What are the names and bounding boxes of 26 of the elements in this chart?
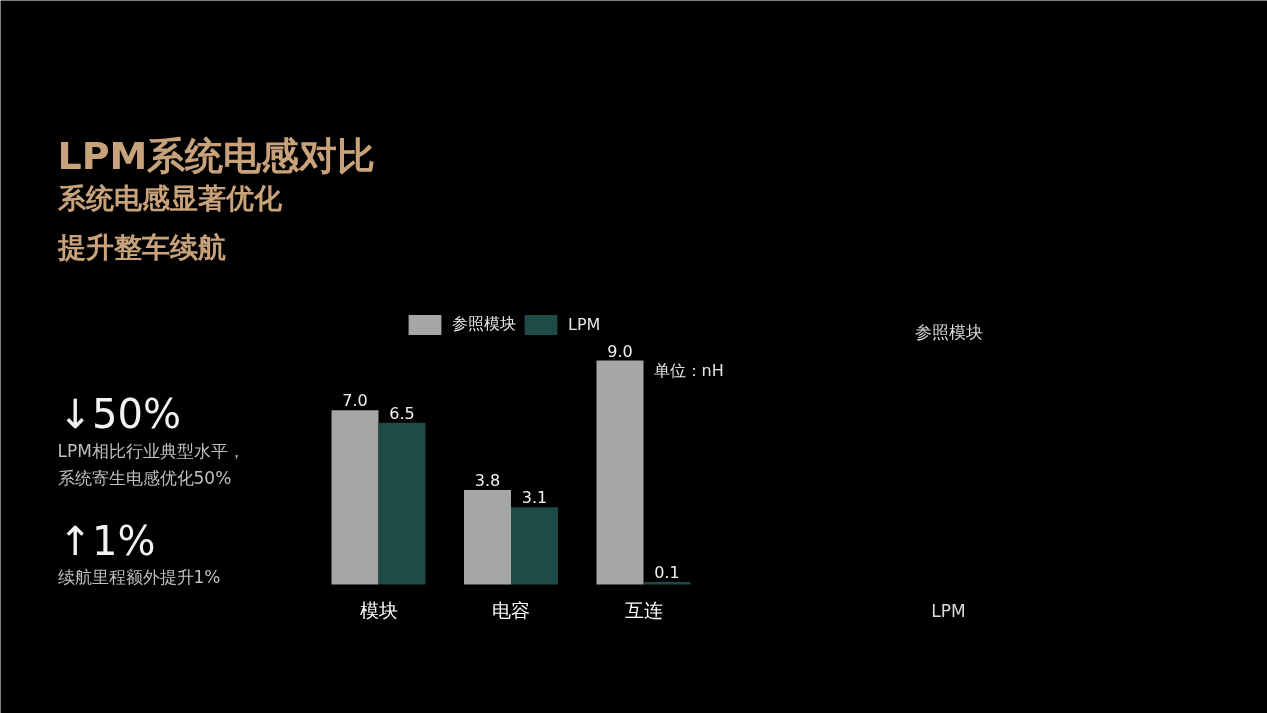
chart-subtitle: 系统电感显著优化提升整车续航 (56, 181, 283, 264)
bar (596, 360, 644, 585)
bar (378, 422, 426, 585)
data-label: 6.5 (389, 403, 415, 423)
data-label: 0.1 (654, 563, 680, 583)
bar (464, 489, 511, 585)
text: ↑1% (58, 517, 156, 564)
annotation: 单位：nH (653, 361, 724, 380)
text: 续航里程额外提升1% (57, 566, 221, 587)
chart-title: LPM系统电感对比 (57, 133, 376, 178)
data-label: 7.0 (342, 391, 368, 411)
text: 参照模块 (914, 321, 983, 342)
legend-label: LPM (568, 315, 601, 334)
bar (643, 582, 691, 585)
x-tick-label: 模块 (359, 598, 398, 621)
data-label: 3.1 (521, 488, 548, 508)
bar (511, 507, 558, 585)
text: LPM (931, 600, 966, 621)
data-label: 3.8 (474, 470, 501, 490)
text: ↓50% (58, 390, 181, 437)
data-label: 9.0 (607, 341, 633, 361)
bar (331, 410, 379, 585)
text: LPM相比行业典型水平，系统寄生电感优化50% (57, 440, 245, 488)
x-tick-label: 互连 (624, 598, 663, 621)
legend-label: 参照模块 (452, 314, 516, 335)
x-tick-label: 电容 (492, 598, 530, 621)
